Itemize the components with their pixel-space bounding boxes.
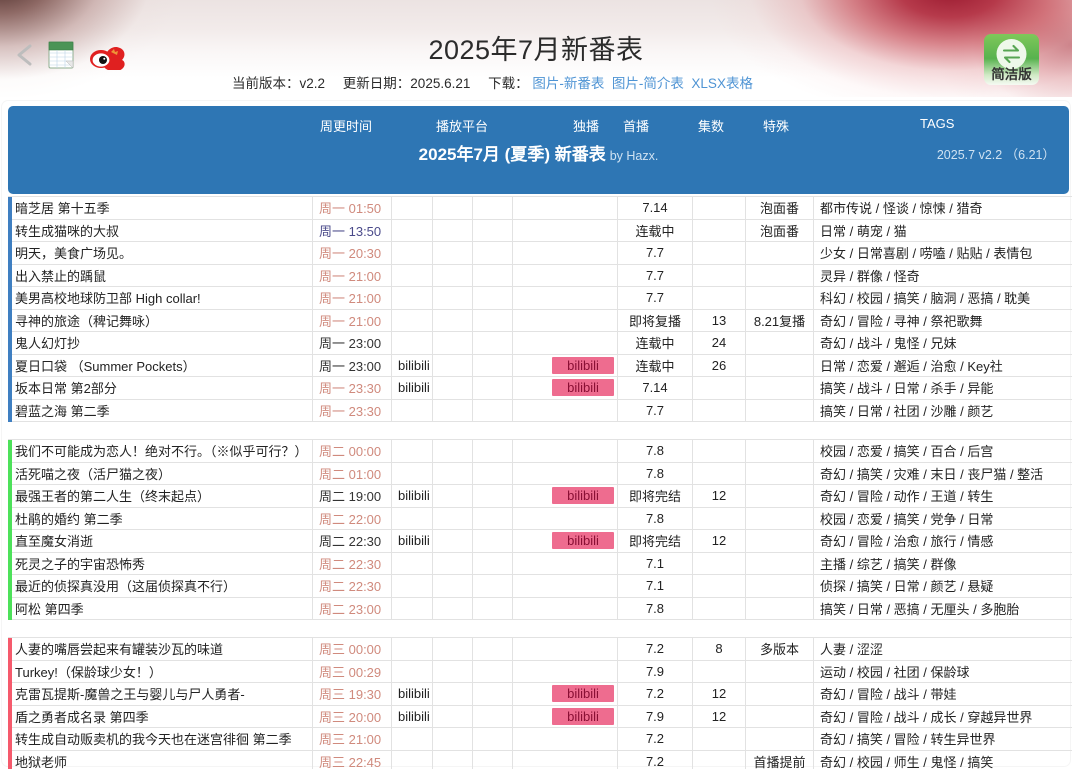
svg-text:简洁版: 简洁版 bbox=[991, 66, 1032, 82]
